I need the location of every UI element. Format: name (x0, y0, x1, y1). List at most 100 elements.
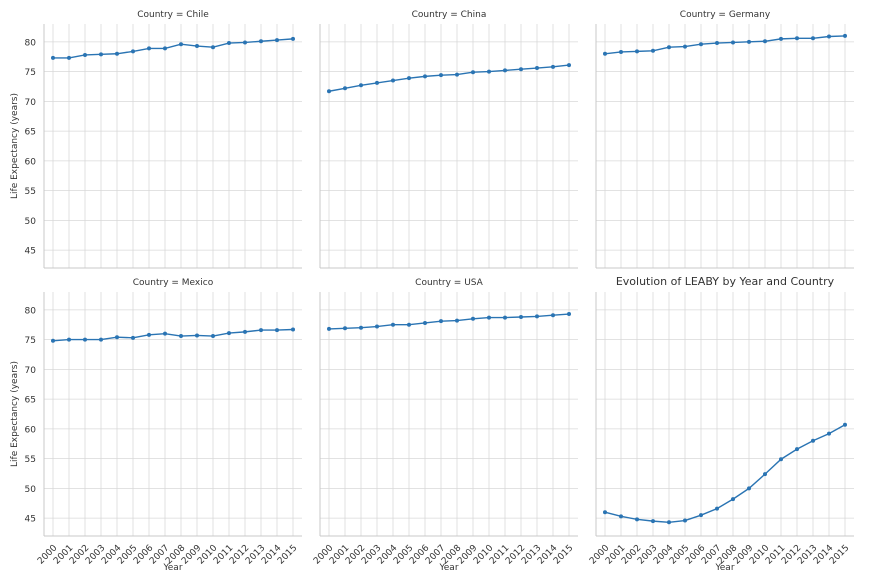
data-point (327, 326, 331, 331)
data-point (343, 86, 347, 91)
data-point (763, 472, 767, 477)
data-point (715, 41, 719, 46)
data-point (423, 74, 427, 79)
data-point (67, 55, 71, 60)
y-tick-label: 75 (25, 336, 36, 346)
data-point (747, 39, 751, 44)
y-tick-label: 80 (25, 306, 37, 316)
x-axis-label: Year (714, 563, 734, 573)
data-point (227, 331, 231, 336)
data-point (843, 422, 847, 427)
data-point (503, 315, 507, 320)
data-point (699, 513, 703, 518)
y-tick-label: 50 (25, 485, 37, 495)
y-tick-label: 80 (25, 38, 37, 48)
y-tick-label: 70 (25, 98, 37, 108)
panel-5: 2000200120022003200420052006200720082009… (588, 275, 854, 573)
data-point (779, 36, 783, 41)
y-tick-label: 60 (25, 157, 37, 167)
data-point (291, 327, 295, 332)
y-tick-label: 45 (25, 515, 36, 525)
data-point (699, 42, 703, 47)
data-point (715, 506, 719, 511)
data-point (275, 328, 279, 333)
data-point (83, 52, 87, 57)
y-tick-label: 45 (25, 247, 36, 257)
data-point (535, 314, 539, 319)
data-point (667, 45, 671, 50)
data-point (131, 49, 135, 54)
data-point (275, 38, 279, 43)
data-point (731, 497, 735, 502)
data-point (827, 34, 831, 39)
data-point (147, 332, 151, 337)
data-point (779, 457, 783, 462)
data-point (291, 36, 295, 41)
data-point (179, 334, 183, 339)
data-point (211, 334, 215, 339)
data-point (619, 514, 623, 519)
y-axis-label: Life Expectancy (years) (10, 93, 20, 199)
panel-title: Country = USA (415, 278, 483, 288)
panel-1: Country = China (319, 10, 578, 269)
data-point (131, 335, 135, 340)
data-point (619, 49, 623, 54)
data-point (259, 39, 263, 44)
data-point (391, 322, 395, 327)
data-point (147, 46, 151, 51)
data-point (843, 33, 847, 38)
panel-title: Country = Chile (137, 10, 209, 20)
panel-2: Country = Germany (595, 10, 854, 269)
data-point (455, 318, 459, 323)
y-axis-label: Life Expectancy (years) (10, 361, 20, 467)
data-point (99, 52, 103, 57)
data-point (195, 44, 199, 49)
y-tick-label: 60 (25, 425, 37, 435)
data-point (731, 40, 735, 45)
x-axis-label: Year (162, 563, 182, 573)
data-point (683, 44, 687, 49)
panel-0: 45 50 55 60 65 70 75 80 Life Expectancy (years) C… (10, 10, 302, 269)
data-point (51, 55, 55, 60)
series-line (328, 64, 570, 92)
x-axis-label: Year (438, 563, 458, 573)
data-point (811, 36, 815, 41)
data-point (471, 316, 475, 321)
data-point (827, 431, 831, 436)
data-point (359, 83, 363, 88)
data-point (407, 76, 411, 81)
data-point (795, 36, 799, 41)
data-point (635, 517, 639, 522)
data-point (243, 329, 247, 334)
data-point (327, 89, 331, 94)
data-point (551, 313, 555, 318)
panel-4: 2000200120022003200420052006200720082009… (312, 278, 578, 573)
panel-title: Country = China (412, 10, 487, 20)
series-line (328, 313, 570, 330)
data-point (259, 328, 263, 333)
data-point (683, 518, 687, 523)
data-point (343, 326, 347, 331)
data-point (567, 63, 571, 68)
data-point (667, 520, 671, 525)
data-point (603, 51, 607, 56)
data-point (439, 73, 443, 78)
data-point (83, 337, 87, 342)
data-point (747, 486, 751, 491)
data-point (375, 80, 379, 85)
data-point (67, 337, 71, 342)
data-point (163, 46, 167, 51)
y-tick-label: 65 (25, 128, 36, 138)
data-point (519, 67, 523, 72)
data-point (115, 51, 119, 56)
y-tick-label: 55 (25, 455, 36, 465)
data-point (391, 78, 395, 83)
data-point (179, 42, 183, 47)
data-point (455, 72, 459, 77)
data-point (407, 322, 411, 327)
data-point (603, 510, 607, 515)
y-tick-label: 75 (25, 68, 36, 78)
data-point (99, 337, 103, 342)
data-point (359, 325, 363, 330)
